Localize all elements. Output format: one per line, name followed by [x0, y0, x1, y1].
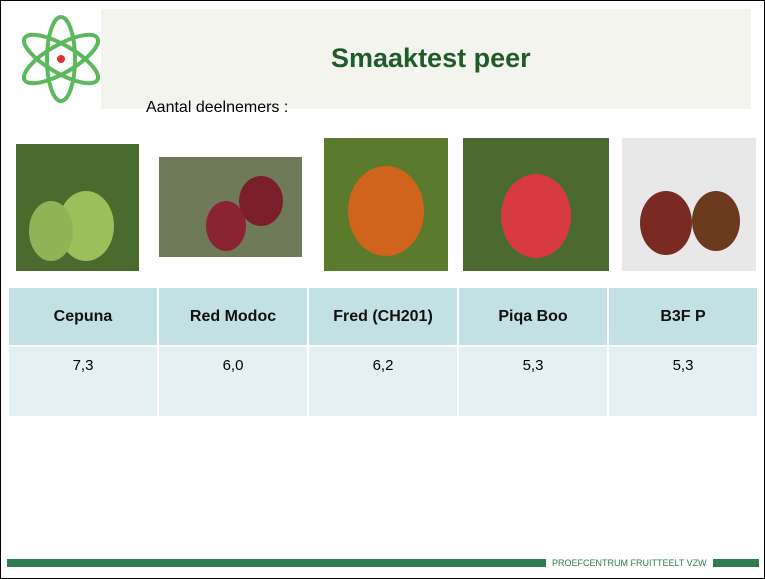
cell: 5,3	[458, 346, 608, 417]
cell: 5,3	[608, 346, 758, 417]
column-header: B3F P	[608, 287, 758, 346]
slide: Smaaktest peer Aantal deelnemers : Cepun…	[0, 0, 765, 579]
data-row: 7,3 6,0 6,2 5,3 5,3	[8, 346, 758, 417]
column-header: Red Modoc	[158, 287, 308, 346]
footer-text: PROEFCENTRUM FRUITTEELT VZW	[546, 557, 713, 569]
title: Smaaktest peer	[331, 43, 531, 74]
column-header: Fred (CH201)	[308, 287, 458, 346]
column-header: Cepuna	[8, 287, 158, 346]
cell: 6,2	[308, 346, 458, 417]
logo-dot	[57, 55, 65, 63]
cell: 7,3	[8, 346, 158, 417]
column-header: Piqa Boo	[458, 287, 608, 346]
cell: 6,0	[158, 346, 308, 417]
pear-photos	[16, 138, 756, 271]
header-row: Cepuna Red Modoc Fred (CH201) Piqa Boo B…	[8, 287, 758, 346]
subtitle: Aantal deelnemers :	[146, 99, 288, 117]
results-table: Cepuna Red Modoc Fred (CH201) Piqa Boo B…	[7, 286, 759, 418]
